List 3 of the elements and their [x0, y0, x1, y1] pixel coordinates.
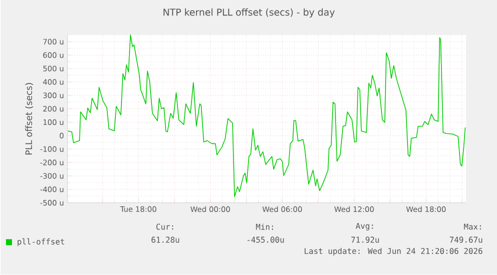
line-series	[68, 34, 466, 198]
y-axis-title: PLL offset (secs)	[25, 83, 34, 155]
chart-title: NTP kernel PLL offset (secs) - by day	[164, 8, 335, 18]
